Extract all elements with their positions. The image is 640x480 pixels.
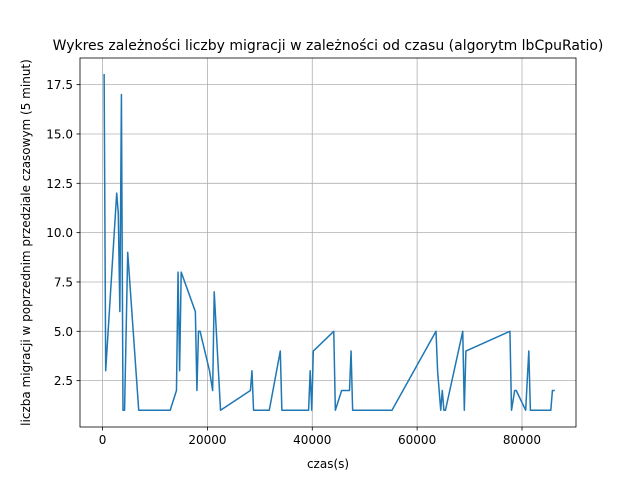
x-axis-label: czas(s): [307, 457, 349, 471]
x-tick-label: 60000: [398, 433, 436, 447]
series-line: [103, 74, 555, 411]
grid-lines: [80, 58, 576, 427]
x-tick-label: 40000: [293, 433, 331, 447]
y-tick-label: 17.5: [46, 78, 73, 92]
y-tick-label: 15.0: [46, 127, 73, 141]
plot-area: [80, 58, 576, 427]
plot-frame: [79, 57, 577, 428]
data-series: [103, 74, 555, 411]
y-tick-label: 10.0: [46, 226, 73, 240]
y-tick-label: 7.5: [54, 275, 73, 289]
x-tick-label: 20000: [188, 433, 226, 447]
y-axis-label: liczba migracji w poprzednim przedziale …: [19, 59, 33, 426]
y-tick-label: 2.5: [54, 374, 73, 388]
chart-title: Wykres zależności liczby migracji w zale…: [53, 38, 604, 54]
axis-ticks: 0 20000 40000 60000 80000 2.5 5.0 7.5 10.0 12.5 15…: [46, 78, 541, 447]
y-tick-label: 5.0: [54, 325, 73, 339]
y-tick-label: 12.5: [46, 177, 73, 191]
x-tick-label: 0: [99, 433, 107, 447]
x-tick-label: 80000: [503, 433, 541, 447]
